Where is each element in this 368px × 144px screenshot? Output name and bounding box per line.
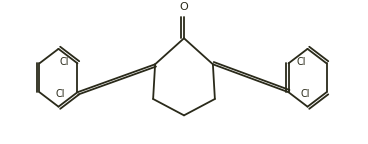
Text: O: O (180, 2, 188, 12)
Text: Cl: Cl (297, 57, 306, 67)
Text: Cl: Cl (56, 89, 65, 99)
Text: Cl: Cl (301, 89, 310, 99)
Text: Cl: Cl (60, 57, 69, 67)
